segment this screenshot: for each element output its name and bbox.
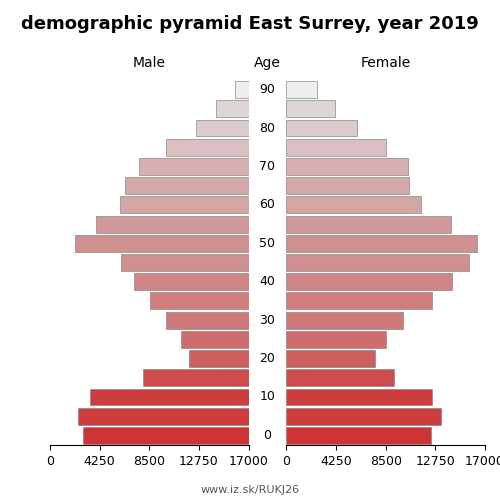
Bar [74, 235, 248, 252]
Bar [90, 388, 248, 406]
Bar [216, 100, 248, 117]
Bar [166, 312, 248, 328]
Bar [286, 216, 451, 232]
Bar [286, 292, 432, 310]
Bar [286, 158, 408, 175]
Text: 80: 80 [260, 122, 276, 134]
Bar [286, 139, 386, 156]
Bar [150, 292, 248, 310]
Bar [286, 235, 477, 252]
Text: 0: 0 [264, 429, 272, 442]
Bar [286, 350, 375, 367]
Bar [234, 81, 248, 98]
Bar [286, 120, 356, 136]
Bar [286, 274, 452, 290]
Bar [120, 196, 248, 214]
Bar [286, 388, 432, 406]
Bar [166, 139, 248, 156]
Bar [286, 408, 440, 424]
Text: 60: 60 [260, 198, 276, 211]
Text: 90: 90 [260, 83, 276, 96]
Bar [82, 427, 248, 444]
Text: 40: 40 [260, 275, 276, 288]
Text: Female: Female [360, 56, 411, 70]
Bar [286, 312, 403, 328]
Bar [134, 274, 248, 290]
Bar [286, 81, 317, 98]
Bar [286, 370, 394, 386]
Bar [189, 350, 248, 367]
Bar [286, 254, 469, 271]
Text: www.iz.sk/RUKJ26: www.iz.sk/RUKJ26 [200, 485, 300, 495]
Text: demographic pyramid East Surrey, year 2019: demographic pyramid East Surrey, year 20… [21, 15, 479, 33]
Bar [122, 254, 248, 271]
Bar [286, 100, 336, 117]
Bar [181, 331, 248, 348]
Text: 70: 70 [260, 160, 276, 173]
Text: Age: Age [254, 56, 281, 70]
Text: 20: 20 [260, 352, 276, 365]
Text: 10: 10 [260, 390, 276, 404]
Text: Male: Male [133, 56, 166, 70]
Text: 30: 30 [260, 314, 276, 326]
Bar [78, 408, 248, 424]
Bar [286, 177, 409, 194]
Bar [139, 158, 248, 175]
Bar [125, 177, 248, 194]
Bar [286, 331, 386, 348]
Bar [96, 216, 248, 232]
Bar [196, 120, 248, 136]
Text: 50: 50 [260, 237, 276, 250]
Bar [144, 370, 248, 386]
Bar [286, 196, 421, 214]
Bar [286, 427, 432, 444]
